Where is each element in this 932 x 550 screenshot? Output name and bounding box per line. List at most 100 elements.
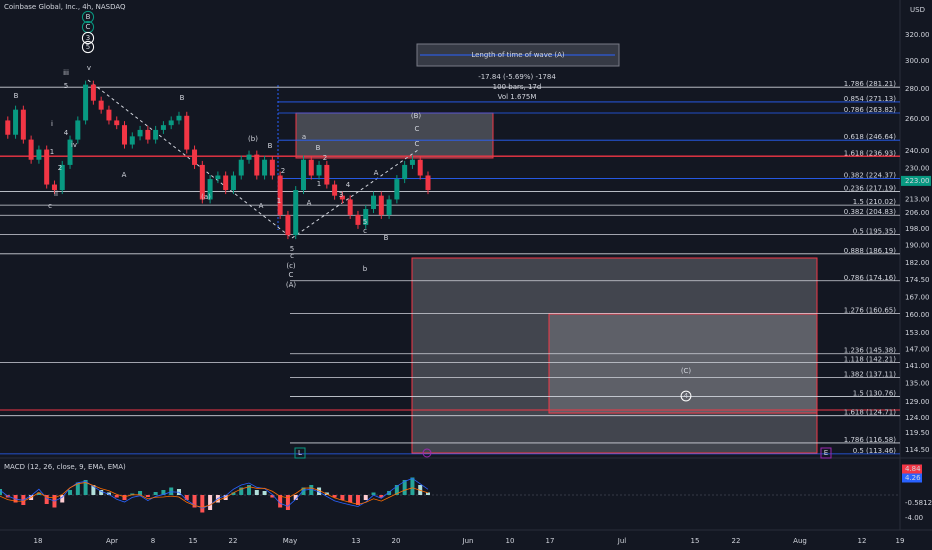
candle xyxy=(160,125,166,130)
candle xyxy=(207,179,213,200)
macd-bar xyxy=(262,491,267,495)
wave-label: A xyxy=(259,202,264,210)
candle xyxy=(269,159,275,176)
time-tick: 8 xyxy=(151,537,155,545)
macd-bar xyxy=(355,495,360,505)
candle xyxy=(238,159,244,176)
wave-label: (a) xyxy=(201,193,211,201)
price-tick: 182.00 xyxy=(905,259,930,267)
time-tick: Jun xyxy=(462,537,474,545)
macd-bar xyxy=(254,490,259,495)
time-tick: 20 xyxy=(392,537,401,545)
wave-label: 5 xyxy=(86,43,90,51)
wave-label: A xyxy=(374,169,379,177)
macd-bar xyxy=(114,495,119,498)
time-tick: Apr xyxy=(106,537,118,545)
candle xyxy=(402,164,408,180)
candle xyxy=(363,209,369,225)
candle xyxy=(192,149,198,165)
time-tick: 15 xyxy=(189,537,198,545)
macd-bar xyxy=(247,485,252,495)
fib-label: 1.5 (130.76) xyxy=(853,390,897,398)
candle xyxy=(324,164,330,185)
macd-bar xyxy=(231,492,236,495)
candle xyxy=(386,199,392,215)
macd-bar xyxy=(394,485,399,495)
macd-axis: 4.84 xyxy=(905,465,921,473)
time-tick: 15 xyxy=(691,537,700,545)
macd-bar xyxy=(0,489,2,495)
macd-bar xyxy=(301,487,306,495)
macd-bar xyxy=(184,495,189,500)
macd-bar xyxy=(153,492,158,495)
candle xyxy=(59,164,65,191)
candle xyxy=(114,120,120,126)
wave-label: iii xyxy=(63,69,69,77)
wave-label: 2 xyxy=(323,154,327,162)
price-tick: 147.00 xyxy=(905,345,930,353)
trend-dash xyxy=(291,149,419,239)
price-tick: 119.50 xyxy=(905,429,930,437)
wave-label: B xyxy=(268,142,273,150)
candle xyxy=(347,199,353,215)
candle xyxy=(44,149,50,185)
time-tick: 18 xyxy=(34,537,43,545)
wave-label: 1 xyxy=(277,197,281,205)
price-tick: 320.00 xyxy=(905,31,930,39)
candle xyxy=(51,184,57,191)
candle xyxy=(223,175,229,191)
wave-box xyxy=(820,447,832,459)
wave-label: 2 xyxy=(281,167,285,175)
macd-bar xyxy=(309,485,314,495)
candle xyxy=(5,120,11,135)
macd-bar xyxy=(106,492,111,495)
macd-bar xyxy=(145,495,150,497)
macd-bar xyxy=(200,495,205,513)
wave-label: 3 xyxy=(86,34,90,42)
candle xyxy=(106,109,112,121)
wave-label: 5 xyxy=(64,82,68,90)
fib-label: 0.786 (174.16) xyxy=(844,274,896,282)
wave-label: E xyxy=(824,449,828,457)
macd-label: MACD (12, 26, close, 9, EMA, EMA) xyxy=(4,463,126,471)
wave-label: (B) xyxy=(411,112,422,120)
price-tick: 153.00 xyxy=(905,329,930,337)
macd-bar xyxy=(91,485,96,495)
candle xyxy=(184,115,190,150)
candle xyxy=(13,109,19,135)
wave-label: A xyxy=(122,171,127,179)
candle xyxy=(98,100,104,110)
wave-label: B xyxy=(316,144,321,152)
fib-label: 1.786 (281.21) xyxy=(844,80,896,88)
macd-bar xyxy=(75,482,80,495)
price-tick: 129.00 xyxy=(905,398,930,406)
fib-label: 1.276 (160.65) xyxy=(844,306,896,314)
macd-axis-box xyxy=(902,473,922,483)
time-tick: May xyxy=(283,537,297,545)
macd-bar xyxy=(340,495,345,500)
macd-bar xyxy=(293,495,298,500)
time-circle xyxy=(422,448,432,458)
price-tick: 190.00 xyxy=(905,242,930,250)
fib-label: 0.5 (195.35) xyxy=(853,227,897,235)
macd-bar xyxy=(99,490,104,495)
wave-label: 3 xyxy=(339,191,343,199)
candle xyxy=(20,109,26,140)
macd-bar xyxy=(192,495,197,508)
fib-label: 1.382 (137.11) xyxy=(844,370,896,378)
price-tick: 160.00 xyxy=(905,311,930,319)
wave-label: C xyxy=(86,23,91,31)
wave-b-box xyxy=(295,112,494,159)
wave-label: (C) xyxy=(681,367,692,375)
macd-bar xyxy=(426,492,430,495)
macd-bar xyxy=(402,480,407,495)
price-tick: 260.00 xyxy=(905,115,930,123)
wave-label: c xyxy=(48,202,52,210)
trend-dash xyxy=(87,79,293,239)
price-tick: 135.00 xyxy=(905,380,930,388)
wave-label: (b) xyxy=(248,135,258,143)
price-tick: 300.00 xyxy=(905,57,930,65)
candle xyxy=(378,195,384,215)
